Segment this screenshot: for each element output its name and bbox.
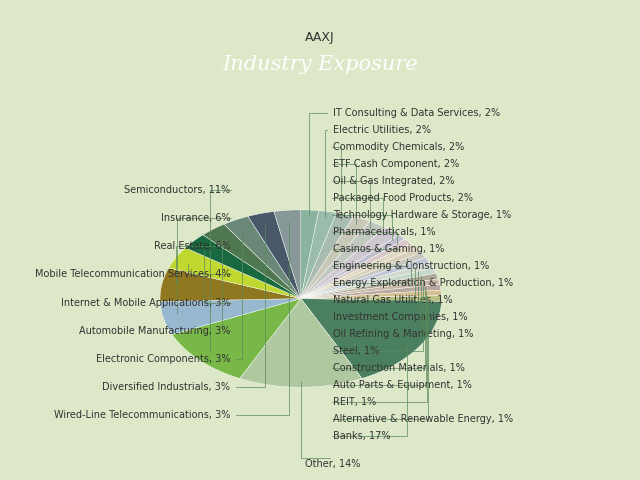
Text: Banks, 17%: Banks, 17% [333, 431, 390, 441]
Polygon shape [224, 216, 301, 299]
Text: Investment Companies, 1%: Investment Companies, 1% [333, 312, 467, 322]
Polygon shape [186, 235, 301, 299]
Polygon shape [301, 228, 399, 299]
Polygon shape [301, 258, 429, 299]
Polygon shape [301, 239, 411, 299]
Polygon shape [203, 224, 301, 299]
Text: Steel, 1%: Steel, 1% [333, 346, 379, 356]
Text: Alternative & Renewable Energy, 1%: Alternative & Renewable Energy, 1% [333, 414, 513, 424]
Text: Casinos & Gaming, 1%: Casinos & Gaming, 1% [333, 244, 444, 254]
Polygon shape [301, 299, 442, 378]
Text: Engineering & Construction, 1%: Engineering & Construction, 1% [333, 261, 489, 271]
Text: Electric Utilities, 2%: Electric Utilities, 2% [333, 125, 431, 135]
Text: AAXJ: AAXJ [305, 31, 335, 44]
Text: REIT, 1%: REIT, 1% [333, 396, 376, 407]
Text: IT Consulting & Data Services, 2%: IT Consulting & Data Services, 2% [333, 108, 500, 118]
Polygon shape [160, 299, 301, 335]
Text: Insurance, 6%: Insurance, 6% [161, 213, 230, 223]
Text: Automobile Manufacturing, 3%: Automobile Manufacturing, 3% [79, 326, 230, 336]
Polygon shape [301, 248, 421, 299]
Polygon shape [301, 279, 440, 299]
Text: Oil & Gas Integrated, 2%: Oil & Gas Integrated, 2% [333, 176, 454, 186]
Text: Natural Gas Utilities, 1%: Natural Gas Utilities, 1% [333, 295, 452, 305]
Text: Construction Materials, 1%: Construction Materials, 1% [333, 363, 465, 373]
Text: Electronic Components, 3%: Electronic Components, 3% [96, 354, 230, 364]
Text: Oil Refining & Marketing, 1%: Oil Refining & Marketing, 1% [333, 329, 473, 339]
Text: Semiconductors, 11%: Semiconductors, 11% [124, 185, 230, 195]
Text: Diversified Industrials, 3%: Diversified Industrials, 3% [102, 382, 230, 392]
Polygon shape [301, 285, 441, 299]
Polygon shape [301, 235, 405, 299]
Text: Internet & Mobile Applications, 3%: Internet & Mobile Applications, 3% [61, 298, 230, 308]
Polygon shape [301, 213, 354, 299]
Text: ETF Cash Component, 2%: ETF Cash Component, 2% [333, 159, 459, 169]
Polygon shape [301, 290, 442, 299]
Text: Other, 14%: Other, 14% [305, 459, 360, 469]
Text: Commodity Chemicals, 2%: Commodity Chemicals, 2% [333, 142, 464, 152]
Polygon shape [160, 268, 301, 301]
Text: Mobile Telecommunication Services, 4%: Mobile Telecommunication Services, 4% [35, 269, 230, 279]
Text: Energy Exploration & Production, 1%: Energy Exploration & Production, 1% [333, 278, 513, 288]
Text: Auto Parts & Equipment, 1%: Auto Parts & Equipment, 1% [333, 380, 472, 390]
Text: Real Estate, 6%: Real Estate, 6% [154, 241, 230, 251]
Polygon shape [169, 248, 301, 299]
Polygon shape [172, 299, 301, 378]
Polygon shape [301, 221, 385, 299]
Text: Industry Exposure: Industry Exposure [222, 55, 418, 74]
Polygon shape [301, 263, 433, 299]
Polygon shape [301, 252, 426, 299]
Polygon shape [240, 299, 362, 387]
Text: Wired-Line Telecommunications, 3%: Wired-Line Telecommunications, 3% [54, 410, 230, 420]
Polygon shape [248, 212, 301, 299]
Polygon shape [301, 211, 337, 299]
Text: Pharmaceuticals, 1%: Pharmaceuticals, 1% [333, 227, 435, 237]
Polygon shape [301, 216, 370, 299]
Text: Technology Hardware & Storage, 1%: Technology Hardware & Storage, 1% [333, 210, 511, 220]
Text: Packaged Food Products, 2%: Packaged Food Products, 2% [333, 193, 473, 203]
Polygon shape [301, 210, 319, 299]
Polygon shape [301, 268, 436, 299]
Polygon shape [301, 243, 416, 299]
Polygon shape [301, 273, 438, 299]
Polygon shape [274, 210, 301, 299]
Polygon shape [301, 296, 442, 301]
